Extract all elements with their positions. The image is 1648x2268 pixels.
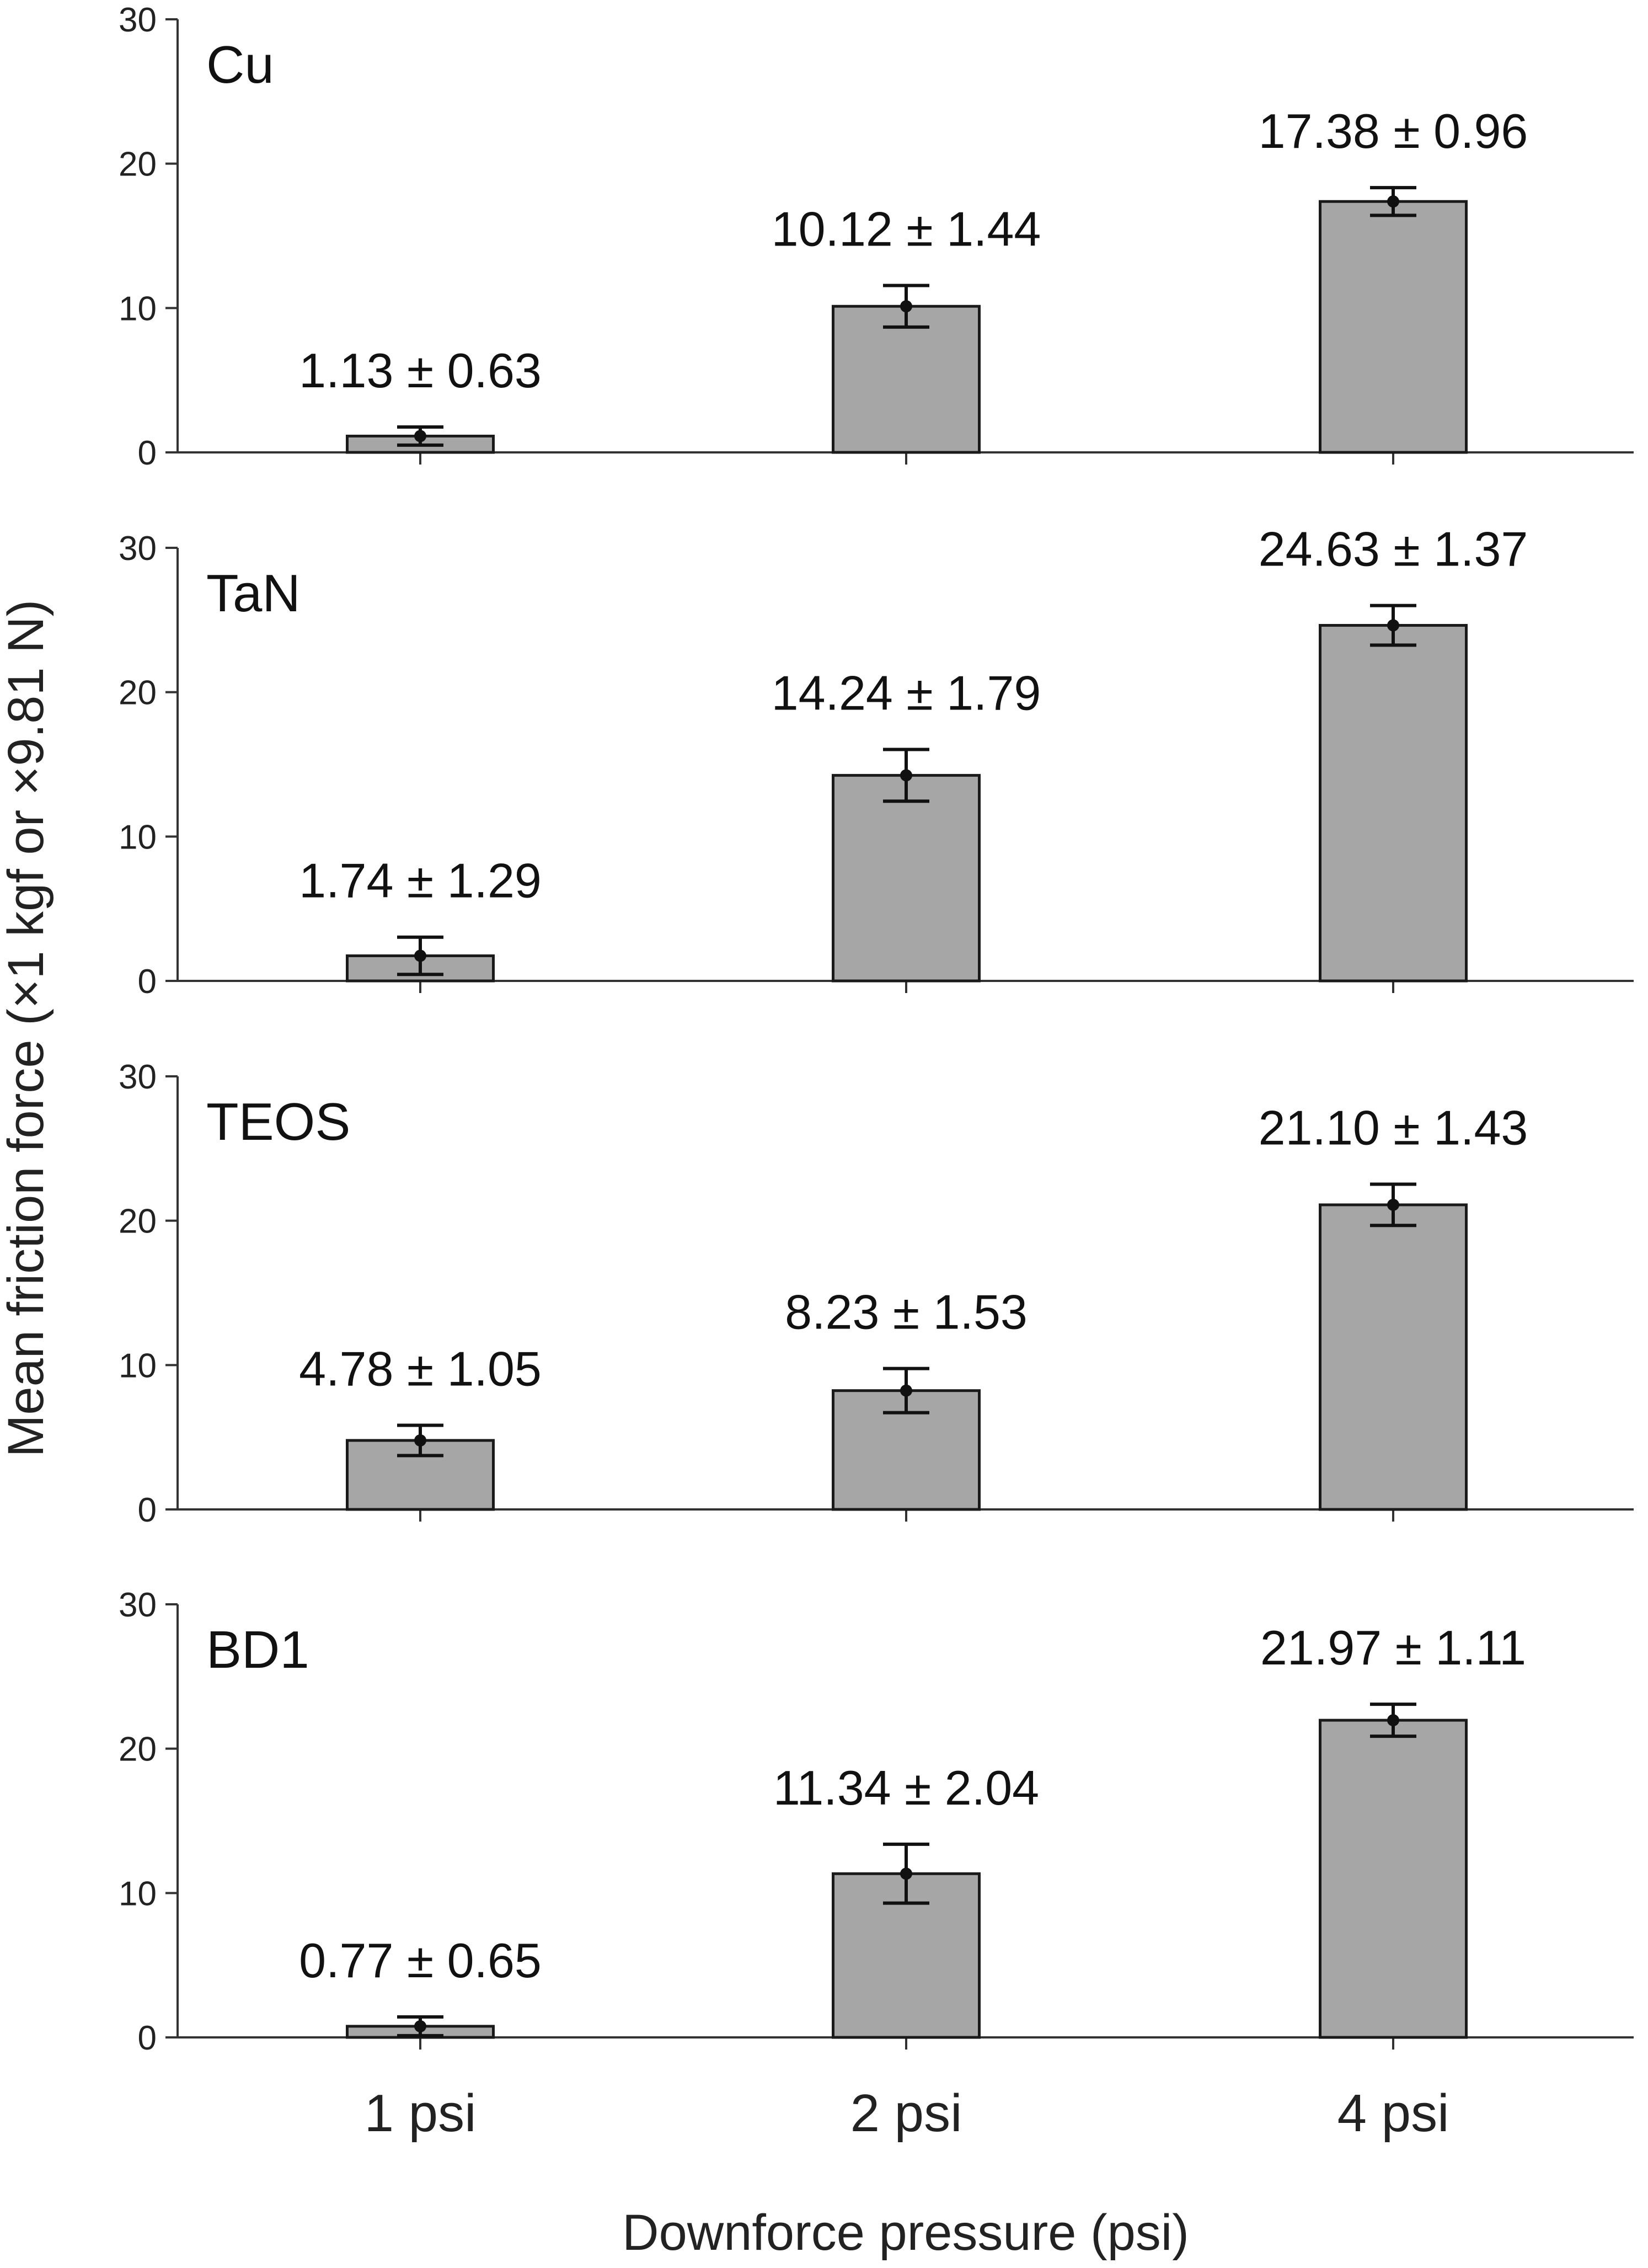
panel-label: TaN [206, 564, 301, 623]
panel-teos: 0 10 20 30 TEOS 4.78 ± 1.05 8.23 ± 1.53 21.10 ±… [119, 1058, 1634, 1529]
mean-point [900, 1384, 912, 1397]
data-label: 17.38 ± 0.96 [1259, 104, 1528, 158]
y-tick-label: 30 [119, 1058, 157, 1096]
panel-label: TEOS [206, 1092, 350, 1151]
panel-bd1: 0 10 20 30 BD1 0.77 ± 0.65 11.34 ± 2.04 21.97 ±… [119, 1586, 1634, 2057]
data-label: 11.34 ± 2.04 [773, 1760, 1039, 1815]
y-tick-label: 0 [138, 2019, 157, 2057]
y-tick-label: 0 [138, 434, 157, 472]
bar [1319, 624, 1468, 983]
data-label: 10.12 ± 1.44 [772, 202, 1041, 257]
y-tick-label: 20 [119, 1731, 157, 1769]
data-label: 1.74 ± 1.29 [299, 853, 542, 908]
data-label: 24.63 ± 1.37 [1259, 522, 1528, 577]
bar [1319, 1203, 1468, 1511]
x-category-label: 2 psi [850, 2084, 962, 2143]
y-tick-label: 0 [138, 1491, 157, 1529]
mean-point [414, 430, 426, 442]
y-axis-title: Mean friction force (×1 kgf or ×9.81 N) [0, 600, 54, 1457]
mean-point [1387, 1198, 1399, 1211]
x-category-label: 1 psi [365, 2084, 477, 2143]
panel-tan: 0 10 20 30 TaN 1.74 ± 1.29 14.24 ± 1.79 24.63 ±… [119, 522, 1634, 1001]
data-label: 21.97 ± 1.11 [1260, 1620, 1526, 1675]
mean-point [900, 300, 912, 313]
y-tick-label: 20 [119, 1203, 157, 1241]
data-label: 8.23 ± 1.53 [785, 1285, 1028, 1340]
bar [832, 773, 981, 983]
mean-point [414, 949, 426, 962]
data-label: 1.13 ± 0.63 [299, 343, 542, 398]
mean-point [1387, 1714, 1399, 1727]
panel-cu: 0 10 20 30 Cu 1.13 ± 0.63 10.12 ± 1.44 17.38 ± … [119, 1, 1634, 472]
bar [1319, 1719, 1468, 2039]
x-axis-title: Downforce pressure (psi) [622, 2205, 1189, 2261]
bar [1319, 200, 1468, 454]
x-category-label: 4 psi [1337, 2084, 1449, 2143]
x-category-labels: 1 psi 2 psi 4 psi [365, 2084, 1449, 2143]
mean-point [1387, 619, 1399, 632]
mean-point [900, 769, 912, 782]
data-label: 0.77 ± 0.65 [299, 1933, 542, 1988]
mean-point [414, 1434, 426, 1447]
y-tick-label: 10 [119, 290, 157, 328]
chart-panels: 0 10 20 30 Cu 1.13 ± 0.63 10.12 ± 1.44 17.38 ± … [119, 1, 1634, 2057]
mean-point [900, 1867, 912, 1880]
panel-label: Cu [206, 35, 274, 94]
mean-point [414, 2020, 426, 2032]
y-tick-label: 20 [119, 146, 157, 184]
y-tick-label: 30 [119, 1, 157, 39]
y-tick-label: 30 [119, 1586, 157, 1624]
y-tick-label: 20 [119, 674, 157, 712]
data-label: 21.10 ± 1.43 [1259, 1100, 1528, 1155]
panel-label: BD1 [206, 1620, 309, 1679]
y-tick-label: 10 [119, 1875, 157, 1913]
y-tick-label: 0 [138, 963, 157, 1001]
y-tick-label: 30 [119, 530, 157, 568]
y-tick-label: 10 [119, 1347, 157, 1385]
mean-point [1387, 195, 1399, 208]
data-label: 14.24 ± 1.79 [772, 666, 1041, 721]
data-label: 4.78 ± 1.05 [299, 1341, 542, 1396]
y-tick-label: 10 [119, 818, 157, 856]
